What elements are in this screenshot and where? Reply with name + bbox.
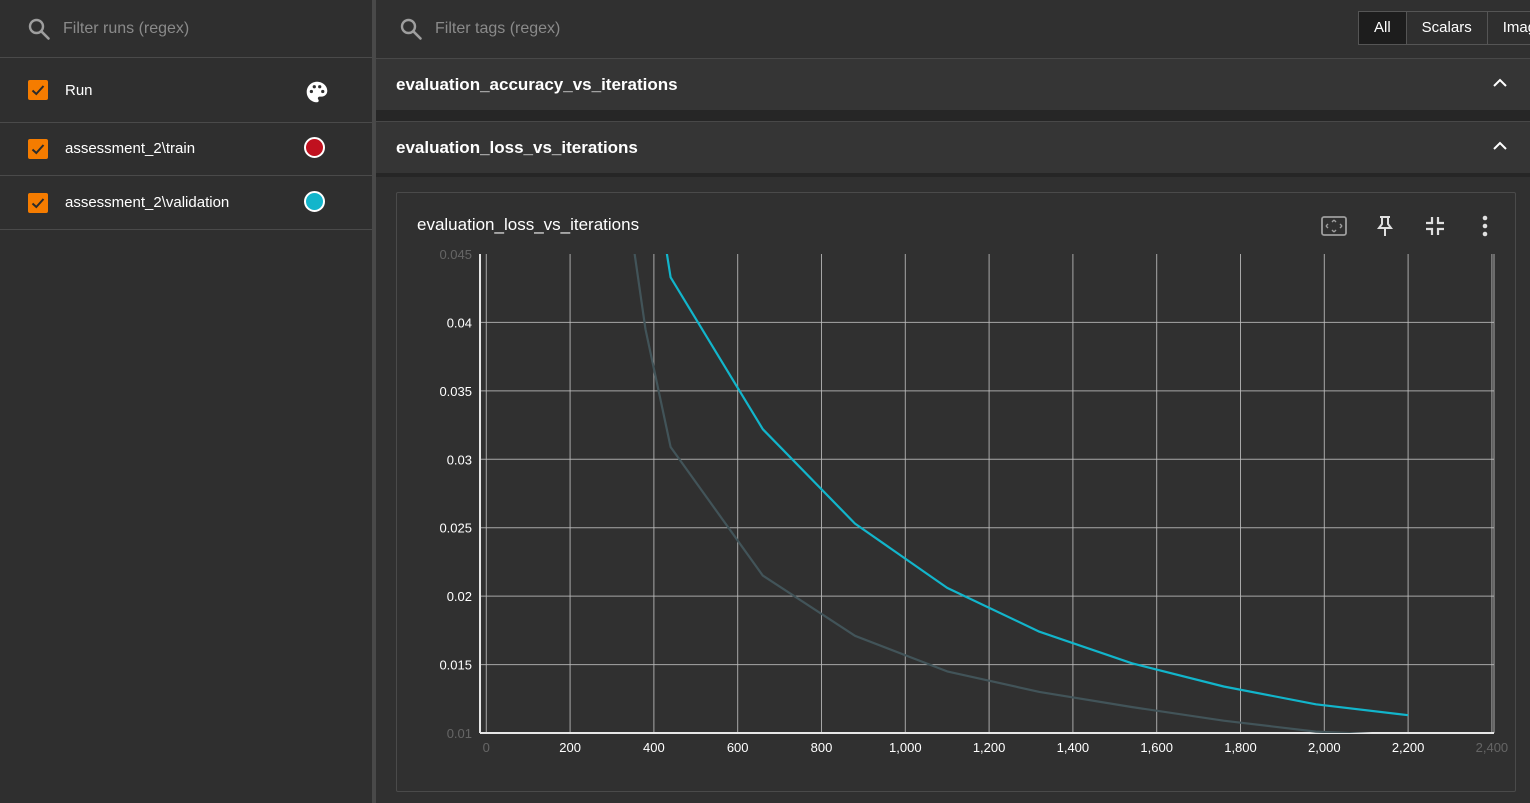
y-tick-label: 0.045 [439, 248, 472, 262]
group-header-loss[interactable]: evaluation_loss_vs_iterations [376, 121, 1530, 173]
collapse-icon[interactable] [1421, 212, 1449, 240]
run-row: assessment_2\train [0, 123, 372, 176]
run-checkbox[interactable] [28, 139, 48, 159]
check-icon [31, 198, 45, 209]
more-vert-icon[interactable] [1471, 212, 1499, 240]
run-label: assessment_2\train [65, 140, 196, 157]
group-title: evaluation_accuracy_vs_iterations [396, 75, 678, 94]
runs-header-row: Run [0, 58, 372, 123]
x-tick-label: 2,000 [1308, 740, 1341, 755]
y-tick-label: 0.02 [447, 589, 472, 604]
tab-all[interactable]: All [1359, 12, 1407, 44]
plugin-tabs: All Scalars Images [1358, 11, 1530, 45]
runs-filter-input[interactable] [61, 18, 325, 39]
x-tick-label: 400 [643, 740, 665, 755]
y-tick-label: 0.01 [447, 726, 472, 741]
group-separator [376, 173, 1530, 177]
y-tick-label: 0.03 [447, 452, 472, 467]
search-icon [28, 18, 50, 40]
tags-filter-input[interactable] [433, 18, 697, 39]
run-row: assessment_2\validation [0, 176, 372, 230]
group-header-accuracy[interactable]: evaluation_accuracy_vs_iterations [376, 58, 1530, 110]
fit-domain-icon[interactable] [1320, 212, 1348, 240]
tags-filter [376, 0, 1336, 57]
runs-header-label: Run [65, 82, 93, 99]
series-group [633, 254, 1409, 733]
sidebar-resize-handle[interactable] [372, 0, 376, 803]
x-tick-label: 2,200 [1392, 740, 1425, 755]
runs-filter [0, 0, 372, 58]
search-icon [400, 18, 422, 40]
palette-icon[interactable] [304, 79, 330, 105]
check-icon [31, 144, 45, 155]
x-tick-label: 1,000 [889, 740, 922, 755]
loss-line-chart[interactable]: 0 200 400 600 800 1,000 1,200 1,400 1,600 1,800 2,… [397, 248, 1515, 768]
x-tick-label: 1,400 [1057, 740, 1090, 755]
y-tick-label: 0.035 [439, 384, 472, 399]
x-tick-label: 200 [559, 740, 581, 755]
run-checkbox[interactable] [28, 193, 48, 213]
run-color-swatch[interactable] [304, 137, 325, 158]
chart-card-title: evaluation_loss_vs_iterations [417, 215, 640, 234]
tab-scalars[interactable]: Scalars [1406, 12, 1488, 44]
run-label: assessment_2\validation [65, 194, 230, 211]
y-tick-label: 0.04 [447, 315, 472, 330]
x-tick-label: 800 [811, 740, 833, 755]
x-tick-label: 1,600 [1140, 740, 1173, 755]
check-icon [31, 85, 45, 96]
x-tick-label: 1,800 [1224, 740, 1257, 755]
series-line-train [633, 254, 1373, 733]
x-tick-label: 600 [727, 740, 749, 755]
pin-icon[interactable] [1371, 212, 1399, 240]
x-tick-label: 0 [483, 740, 490, 755]
runs-sidebar: Run assessment_2\train assessment_2\vali… [0, 0, 372, 803]
run-color-swatch[interactable] [304, 191, 325, 212]
series-line-validation [665, 254, 1409, 717]
group-separator [376, 110, 1530, 121]
scalar-chart-card: evaluation_loss_vs_iterations 0 200 400 600… [396, 192, 1516, 792]
chevron-up-icon[interactable] [1490, 136, 1510, 156]
x-tick-label: 2,400 [1476, 740, 1509, 755]
x-tick-label: 1,200 [973, 740, 1006, 755]
y-tick-label: 0.025 [439, 521, 472, 536]
select-all-runs-checkbox[interactable] [28, 80, 48, 100]
group-title: evaluation_loss_vs_iterations [396, 138, 638, 157]
y-tick-label: 0.015 [439, 658, 472, 673]
chevron-up-icon[interactable] [1490, 73, 1510, 93]
main-panel: All Scalars Images evaluation_accuracy_v… [376, 0, 1530, 803]
tab-images[interactable]: Images [1487, 12, 1530, 44]
